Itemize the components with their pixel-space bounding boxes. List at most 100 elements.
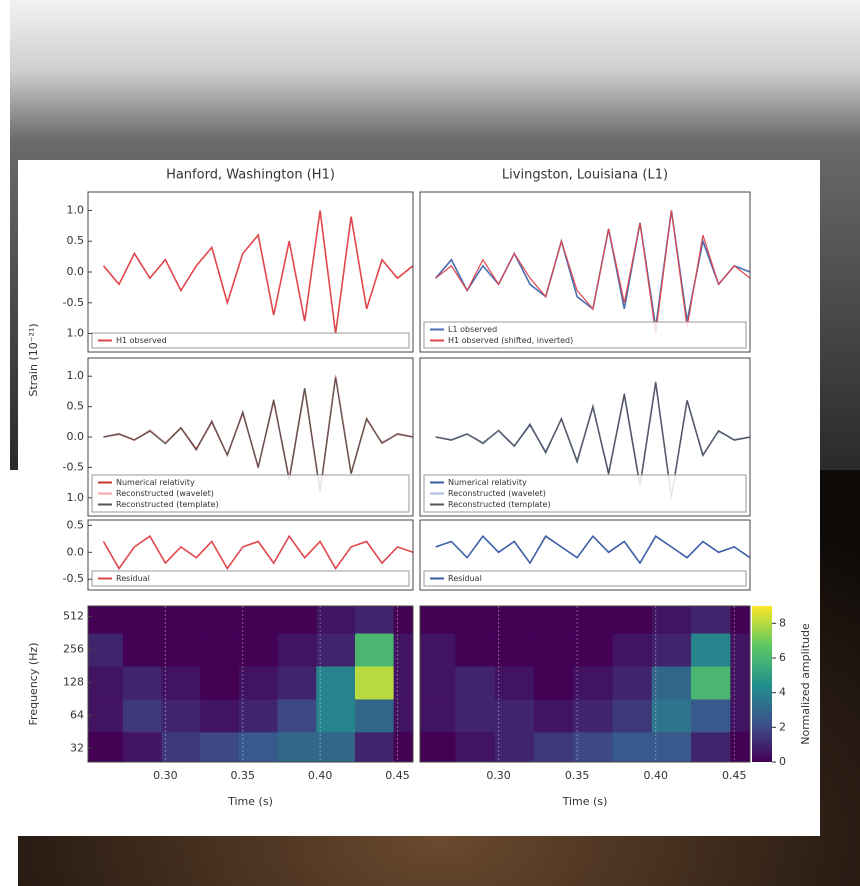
heatmap-cell (161, 731, 201, 762)
heatmap-cell (691, 606, 731, 634)
axes-frame (87, 519, 414, 591)
heatmap-cell (730, 606, 750, 634)
heatmap-cell (573, 666, 613, 700)
heatmap-cell (533, 633, 574, 667)
x-tick-label: 0.30 (486, 769, 511, 782)
colorbar-tick-label: 2 (779, 720, 786, 733)
plot-area (435, 381, 750, 500)
series-line (102, 534, 413, 570)
axes-frame (419, 191, 751, 353)
heatmap-cell (393, 698, 413, 733)
x-axis-label: Time (s) (227, 795, 273, 808)
heatmap-cell (420, 666, 456, 700)
heatmap-cell (316, 731, 356, 762)
y-axis-label: Strain (10⁻²¹) (27, 323, 40, 396)
heatmap-cell (277, 698, 317, 733)
y-tick-label: -0.5 (63, 572, 84, 585)
heatmap-cell (354, 633, 395, 667)
heatmap-cell (161, 606, 201, 634)
heatmap-cell (573, 606, 613, 634)
heatmap-cell (455, 731, 496, 762)
legend-box (423, 321, 747, 349)
heatmap-cell (238, 698, 279, 733)
plot-area (420, 606, 750, 762)
heatmap-cell (651, 666, 692, 700)
heatmap-cell (200, 731, 240, 762)
legend-box (91, 474, 410, 513)
heatmap-cell (455, 666, 496, 700)
heatmap-cell (88, 633, 124, 667)
heatmap-cell (88, 606, 124, 634)
heatmap-cell (420, 731, 456, 762)
heatmap-cell (354, 731, 395, 762)
y-tick-label: -0.5 (63, 460, 84, 473)
legend-label: Numerical relativity (116, 478, 195, 487)
y-tick-label: 128 (63, 675, 84, 688)
heatmap-cell (122, 633, 163, 667)
heatmap-cell (238, 606, 279, 634)
y-tick-label: 0.0 (67, 545, 85, 558)
series-line (435, 534, 750, 565)
heatmap-cell (612, 731, 653, 762)
plot-area (435, 534, 750, 565)
heatmap-cell (612, 698, 653, 733)
series-line (102, 210, 413, 334)
x-tick-label: 0.30 (153, 769, 178, 782)
heatmap-cell (494, 666, 535, 700)
heatmap-cell (494, 606, 535, 634)
heatmap-cell (730, 666, 750, 700)
legend-label: Reconstructed (wavelet) (116, 489, 214, 498)
legend-label: Residual (448, 574, 482, 583)
heatmap-cell (354, 606, 395, 634)
heatmap-cell (651, 606, 692, 634)
heatmap-cell (533, 731, 574, 762)
heatmap-cell (533, 606, 574, 634)
heatmap-cell (533, 698, 574, 733)
heatmap-cell (122, 731, 163, 762)
y-tick-label: -0.5 (63, 296, 84, 309)
series-line (435, 382, 750, 497)
heatmap-cell (612, 666, 653, 700)
heatmap-cell (161, 633, 201, 667)
x-tick-label: 0.40 (308, 769, 333, 782)
legend-box (91, 332, 410, 349)
heatmap-cell (494, 698, 535, 733)
heatmap-cell (161, 666, 201, 700)
heatmap-cell (277, 666, 317, 700)
y-tick-label: 64 (70, 708, 84, 721)
axes-frame (419, 357, 751, 517)
heatmap-cell (494, 731, 535, 762)
heatmap-cell (691, 666, 731, 700)
heatmap-cell (200, 633, 240, 667)
heatmap-cell (691, 698, 731, 733)
legend-label: H1 observed (shifted, inverted) (448, 336, 573, 345)
heatmap-cell (393, 731, 413, 762)
y-tick-label: 32 (70, 741, 84, 754)
panel-title: Livingston, Louisiana (L1) (502, 168, 668, 183)
heatmap-cell (316, 666, 356, 700)
x-tick-label: 0.45 (385, 769, 410, 782)
heatmap-cell (691, 633, 731, 667)
figure: Hanford, Washington (H1) H1 observed 1.0 0.… (27, 168, 812, 809)
heatmap-cell (200, 606, 240, 634)
heatmap-cell (393, 666, 413, 700)
panel-title: Hanford, Washington (H1) (166, 168, 335, 183)
x-tick-label: 0.45 (722, 769, 747, 782)
heatmap-cell (420, 633, 456, 667)
colorbar-label: Normalized amplitude (799, 623, 812, 745)
colorbar (752, 606, 772, 762)
heatmap-cell (730, 731, 750, 762)
heatmap-cell (238, 666, 279, 700)
heatmap-cell (122, 606, 163, 634)
heatmap-cell (88, 666, 124, 700)
heatmap-cell (277, 606, 317, 634)
colorbar-tick-label: 8 (779, 616, 786, 629)
y-tick-label: 1.0 (67, 369, 85, 382)
axes-frame (419, 519, 751, 591)
heatmap-cell (455, 633, 496, 667)
axes-frame (419, 605, 751, 763)
x-tick-label: 0.40 (643, 769, 668, 782)
heatmap-cell (316, 633, 356, 667)
y-tick-label: 512 (63, 610, 84, 623)
